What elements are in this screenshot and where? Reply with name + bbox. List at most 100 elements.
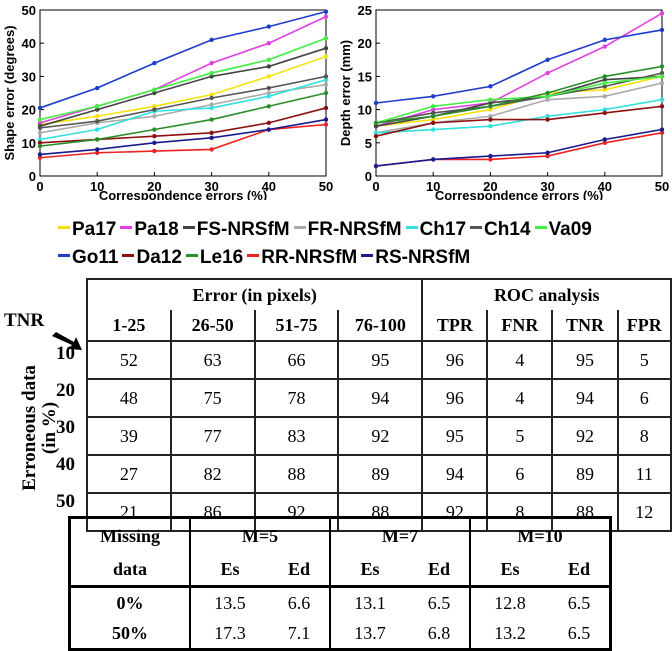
series-point-rr-nrsfm	[95, 150, 100, 155]
series-point-va09	[266, 57, 271, 62]
legend-item-fr-nrsfm: FR-NRSfM	[293, 216, 402, 244]
missing-cell: 7.1	[269, 618, 331, 650]
roc-cell: 92	[337, 416, 424, 456]
series-point-pa18	[209, 60, 214, 66]
y-tick-label: 20	[358, 36, 372, 51]
missing-cell: 6.5	[567, 592, 591, 613]
roc-col-header: FPR	[616, 310, 672, 342]
series-point-go11	[659, 27, 665, 33]
row-axis-label-line1: Erroneous data	[19, 365, 40, 491]
legend-swatch	[58, 226, 70, 230]
roc-cell: 63	[169, 340, 256, 380]
roc-cell: 77	[169, 416, 256, 456]
roc-cell: 8	[616, 416, 672, 456]
roc-cell: 75	[169, 378, 256, 418]
series-point-fr-nrsfm	[602, 94, 607, 99]
series-point-fs-nrsfm	[95, 107, 100, 112]
legend-swatch	[247, 254, 260, 258]
missing-cell: 13.7	[354, 622, 386, 643]
series-point-fs-nrsfm	[602, 77, 607, 82]
series-point-rr-nrsfm	[545, 153, 550, 159]
legend-swatch	[361, 254, 374, 258]
y-tick-label: 10	[22, 136, 36, 151]
legend-item-le16: Le16	[185, 244, 243, 272]
series-line-rs-nrsfm	[39, 118, 327, 156]
x-axis-label: Correspondence errors (%)	[435, 188, 603, 200]
series-point-fs-nrsfm	[323, 45, 329, 51]
series-line-pa18	[375, 12, 663, 127]
series-point-va09	[95, 104, 100, 109]
x-tick-label: 50	[319, 179, 333, 194]
series-point-go11	[373, 100, 379, 106]
series-point-ch17	[659, 97, 665, 102]
chart-svg: 0 5 10 15 20 25 0 10 20 30 40 50 Correspondence erro…	[338, 3, 669, 203]
series-point-go11	[488, 84, 493, 89]
legend-label: FR-NRSfM	[307, 219, 402, 240]
roc-row: 52 63 66 95 96 4 95 5	[86, 340, 672, 380]
missing-cell: 13.1	[354, 592, 386, 613]
x-tick-label: 10	[90, 179, 104, 194]
series-point-fs-nrsfm	[152, 90, 157, 96]
legend-label: Go11	[72, 247, 119, 268]
missing-cell: 6.5	[409, 586, 471, 618]
series-point-fs-nrsfm	[488, 100, 493, 106]
roc-cell: 95	[421, 416, 489, 456]
series-line-le16	[375, 65, 663, 124]
series-point-le16	[659, 64, 665, 69]
roc-row-label-text: 40	[56, 454, 75, 475]
series-point-go11	[95, 85, 100, 91]
series-point-ch17	[266, 94, 271, 99]
series-line-go11	[375, 29, 663, 104]
y-tick-label: 0	[365, 169, 372, 184]
series-point-pa17	[323, 54, 329, 59]
series-point-fr-nrsfm	[545, 97, 550, 102]
series-line-ch14	[39, 75, 327, 129]
chart-svg: 0 10 20 30 40 50 0 10 20 30 40 50 Correspondence err…	[2, 3, 333, 203]
series-point-rr-nrsfm	[488, 157, 493, 162]
series-point-rs-nrsfm	[323, 117, 329, 122]
series-point-le16	[152, 127, 157, 132]
x-tick-label: 30	[540, 179, 554, 194]
series-line-le16	[39, 92, 327, 147]
series-point-rs-nrsfm	[95, 147, 100, 152]
series-point-go11	[152, 60, 157, 66]
series-point-ch17	[545, 114, 550, 119]
series-line-rr-nrsfm	[39, 123, 327, 159]
series-line-ch17	[39, 78, 327, 141]
legend-item-da12: Da12	[122, 244, 182, 272]
legend-label: Ch17	[419, 219, 467, 240]
series-point-rs-nrsfm	[266, 127, 271, 132]
x-tick-label: 0	[36, 179, 43, 194]
series-point-va09	[37, 117, 43, 122]
series-point-pa17	[266, 74, 271, 79]
series-point-ch17	[95, 127, 100, 132]
x-tick-label: 10	[426, 179, 440, 194]
roc-row-label-text: 30	[56, 417, 75, 438]
series-point-va09	[659, 74, 665, 79]
legend-item-rs-nrsfm: RS-NRSfM	[361, 244, 470, 272]
missing-cell: 13.5	[214, 592, 246, 613]
series-point-rr-nrsfm	[152, 148, 157, 154]
roc-col-header: TPR	[421, 310, 489, 342]
missing-header: Missing	[69, 517, 191, 553]
x-tick-label: 20	[483, 179, 497, 194]
series-point-le16	[545, 90, 550, 96]
series-point-ch14	[152, 107, 157, 112]
series-line-da12	[375, 105, 663, 137]
x-axis-label: Correspondence errors (%)	[99, 188, 267, 200]
series-point-fs-nrsfm	[373, 124, 379, 129]
series-point-go11	[266, 24, 271, 29]
series-point-ch14	[95, 119, 100, 124]
series-line-go11	[39, 10, 327, 109]
series-point-le16	[431, 114, 436, 119]
series-point-pa18	[323, 14, 329, 19]
legend-label: RS-NRSfM	[375, 247, 471, 268]
series-point-rr-nrsfm	[209, 147, 214, 152]
roc-row: 27 82 88 89 94 6 89 11	[86, 454, 672, 494]
series-point-le16	[323, 90, 329, 96]
roc-cell: 48	[86, 378, 172, 418]
missing-subheader: Es	[470, 553, 549, 588]
missing-row-label: 50%	[69, 618, 191, 650]
roc-cell: 94	[337, 378, 424, 418]
series-point-rr-nrsfm	[323, 122, 329, 127]
